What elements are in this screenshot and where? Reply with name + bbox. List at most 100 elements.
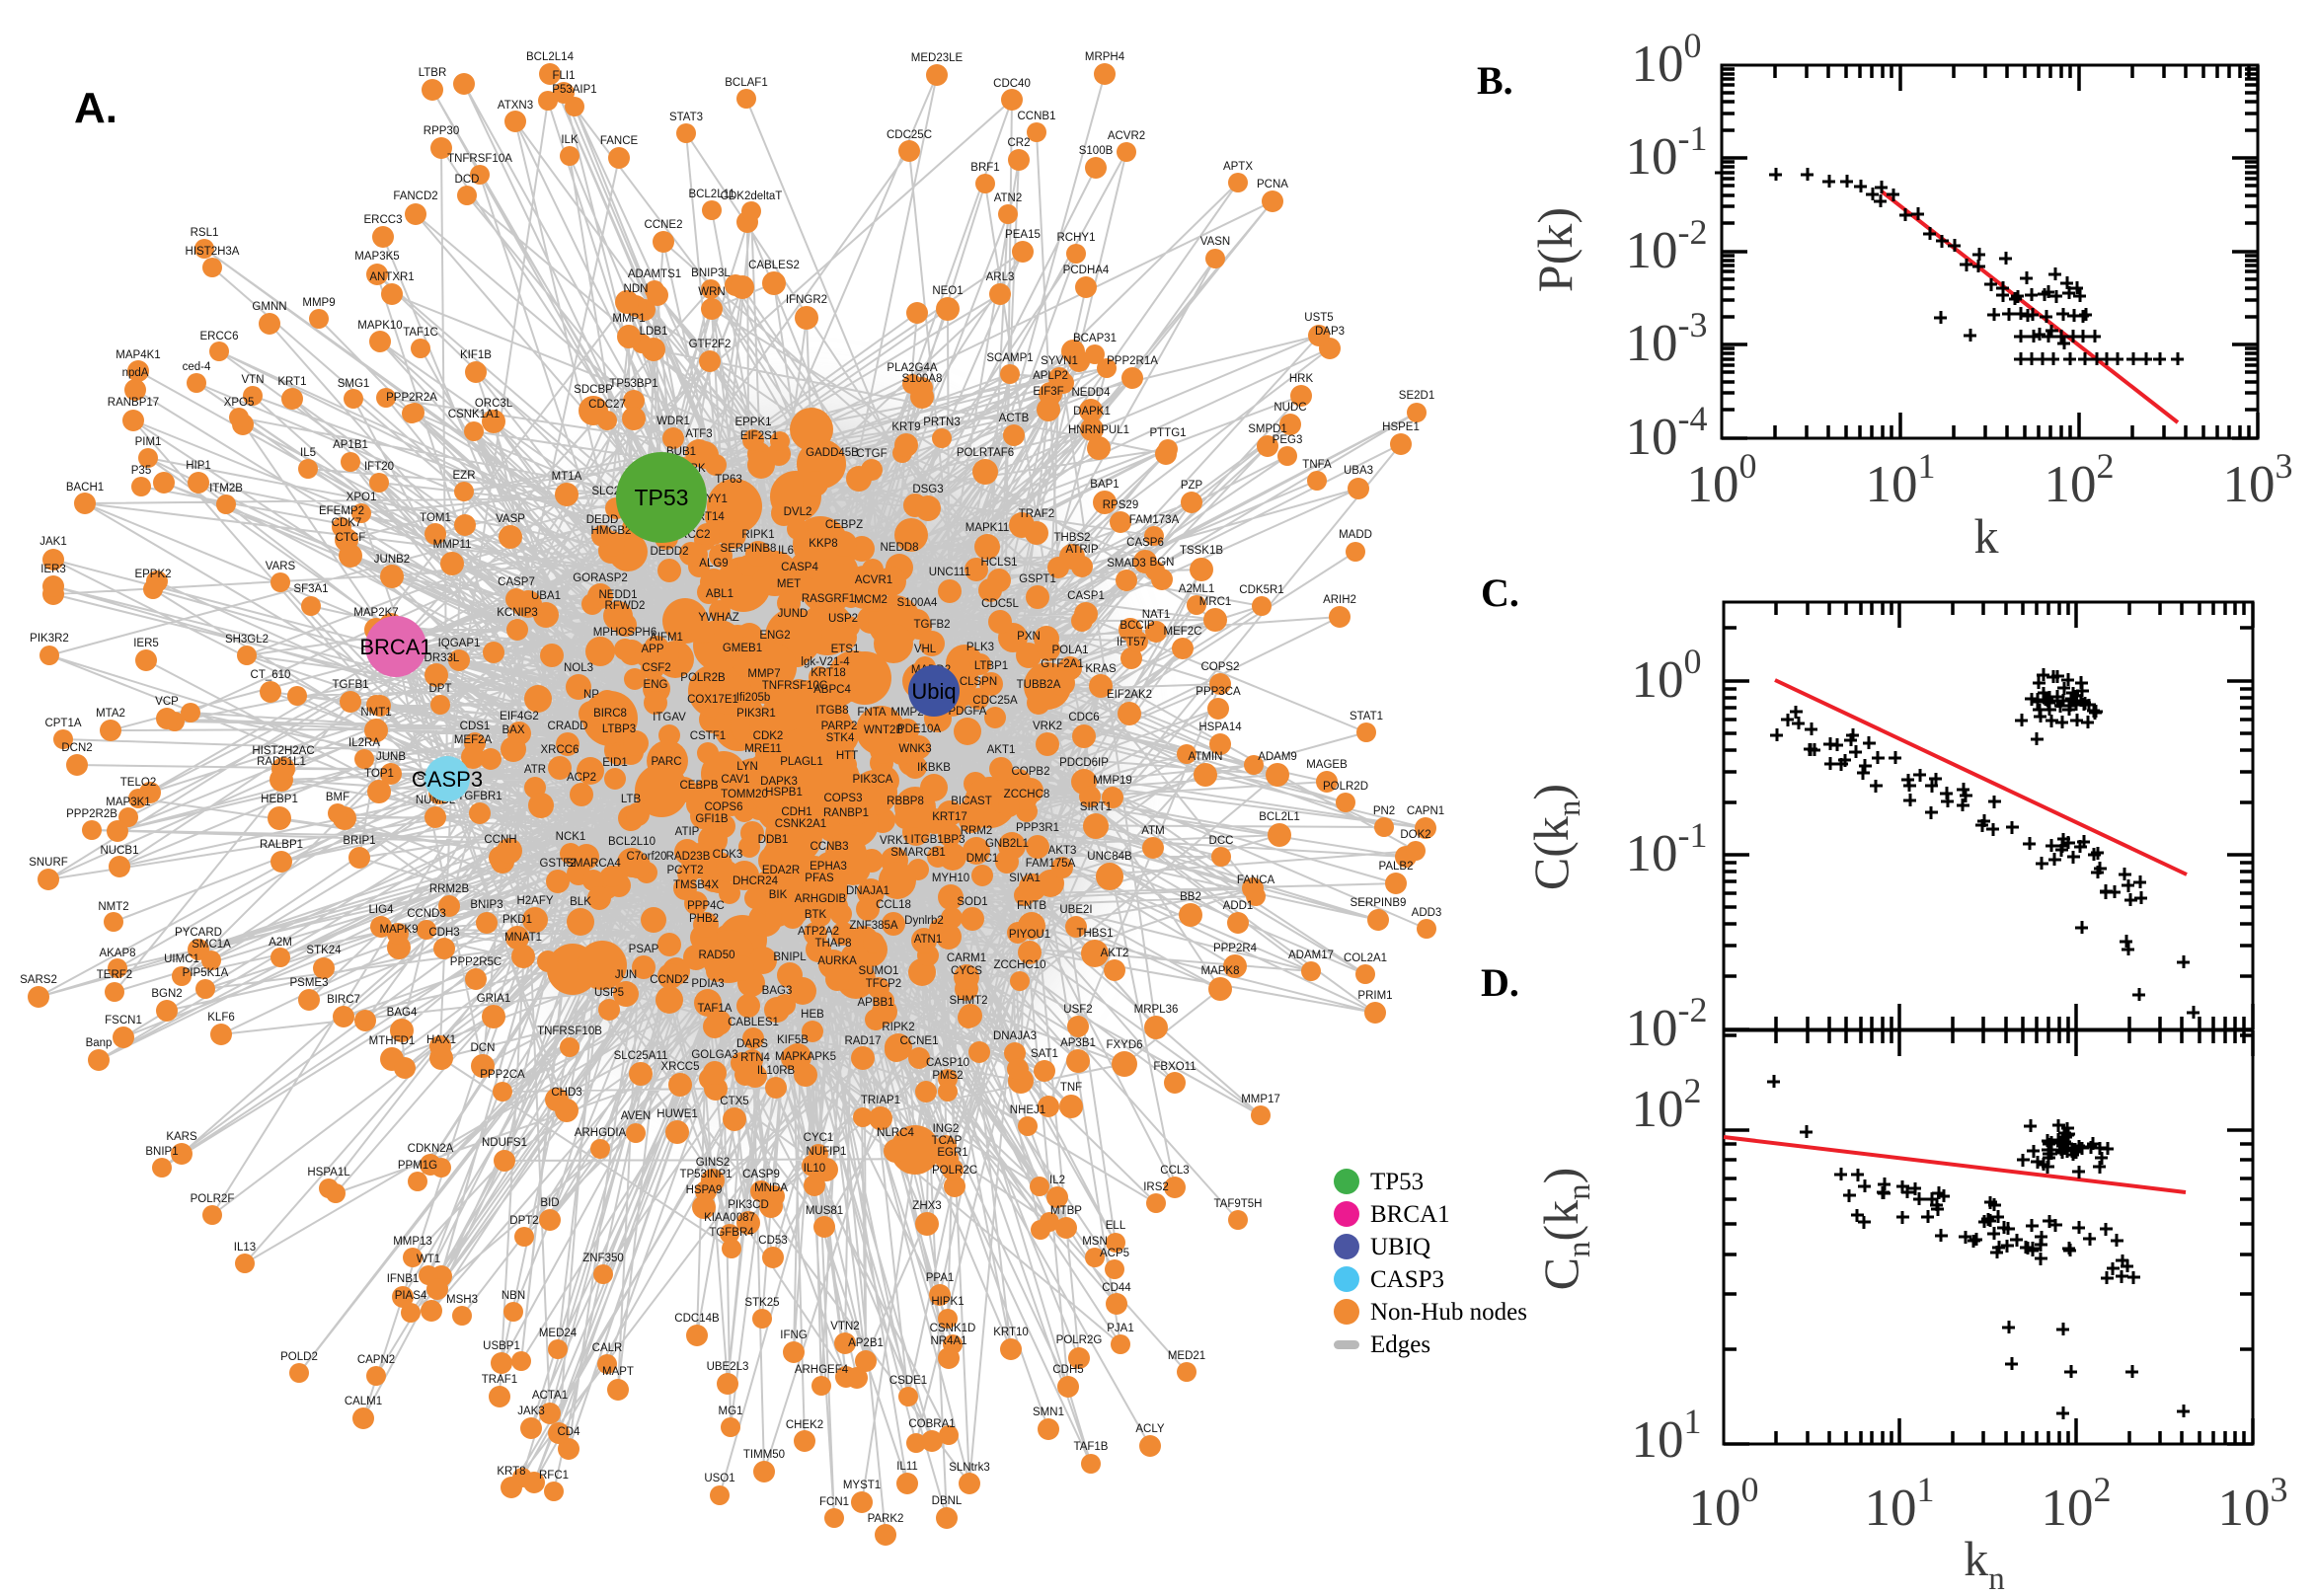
svg-text:MSN: MSN	[1082, 1236, 1108, 1248]
svg-text:COPB2: COPB2	[1012, 766, 1050, 778]
svg-text:TGFB2: TGFB2	[913, 619, 950, 631]
svg-text:LDB1: LDB1	[640, 326, 668, 338]
svg-text:KIF5B: KIF5B	[777, 1034, 809, 1046]
svg-text:THAP8: THAP8	[814, 938, 851, 950]
svg-text:MAPK11: MAPK11	[965, 522, 1010, 534]
svg-text:CDH1: CDH1	[781, 806, 811, 818]
svg-text:HUWE1: HUWE1	[656, 1108, 698, 1120]
svg-text:ATMIN: ATMIN	[1189, 751, 1223, 763]
svg-text:WT1: WT1	[417, 1254, 440, 1265]
svg-text:UNC111: UNC111	[929, 567, 970, 578]
svg-text:EFEMP2: EFEMP2	[319, 505, 364, 517]
svg-text:Dynlrb2: Dynlrb2	[904, 915, 944, 927]
svg-text:ING2: ING2	[933, 1123, 960, 1135]
svg-text:DNAJA1: DNAJA1	[846, 885, 889, 897]
svg-text:HAX1: HAX1	[426, 1034, 456, 1046]
svg-text:TIMM50: TIMM50	[743, 1449, 785, 1461]
svg-text:APLP2: APLP2	[1033, 370, 1068, 382]
svg-text:SMARCB1: SMARCB1	[890, 847, 946, 859]
svg-text:MEF2C: MEF2C	[1164, 626, 1202, 638]
svg-text:RSL1: RSL1	[191, 227, 219, 239]
svg-text:CDK2deltaT: CDK2deltaT	[721, 190, 783, 202]
svg-text:WDR1: WDR1	[656, 416, 690, 427]
svg-text:AVEN: AVEN	[621, 1110, 651, 1122]
svg-text:CDC25C: CDC25C	[887, 129, 932, 141]
svg-text:RALBP1: RALBP1	[260, 839, 303, 851]
svg-text:PARK2: PARK2	[868, 1513, 904, 1525]
svg-text:C(kn): C(kn)	[1523, 784, 1587, 890]
svg-text:FSCN1: FSCN1	[105, 1015, 142, 1026]
svg-text:VARS: VARS	[266, 561, 296, 572]
svg-text:100: 100	[1687, 446, 1757, 513]
svg-text:RFWD2: RFWD2	[605, 600, 646, 612]
svg-text:ITGAV: ITGAV	[653, 712, 686, 723]
svg-text:SERPINB9: SERPINB9	[1351, 897, 1407, 909]
svg-text:ACVR1: ACVR1	[855, 574, 892, 586]
svg-text:RBBP8: RBBP8	[887, 796, 924, 807]
svg-text:APBB1: APBB1	[857, 997, 893, 1009]
svg-text:VASP: VASP	[496, 513, 525, 525]
svg-text:CCNH: CCNH	[484, 834, 516, 846]
svg-text:MAGEB: MAGEB	[1306, 759, 1348, 771]
svg-text:CCND3: CCND3	[407, 908, 446, 920]
svg-text:MYH10: MYH10	[932, 873, 969, 884]
svg-text:DCN: DCN	[471, 1042, 496, 1054]
svg-text:RANBP17: RANBP17	[108, 397, 159, 409]
svg-text:DAPK3: DAPK3	[760, 776, 798, 788]
svg-text:BGN: BGN	[1150, 557, 1175, 569]
svg-text:ATP2A2: ATP2A2	[798, 926, 839, 938]
svg-text:MMP13: MMP13	[393, 1236, 432, 1248]
svg-text:PIAS4: PIAS4	[395, 1290, 427, 1302]
svg-text:NEDD8: NEDD8	[881, 542, 919, 554]
svg-text:LTBP3: LTBP3	[602, 723, 636, 735]
svg-text:CSDE1: CSDE1	[889, 1375, 927, 1387]
svg-text:HIST2H3A: HIST2H3A	[186, 246, 240, 258]
svg-text:CDC27: CDC27	[588, 399, 626, 411]
svg-text:PPM1G: PPM1G	[398, 1160, 437, 1172]
svg-text:MRC1: MRC1	[1199, 596, 1232, 608]
svg-text:YY1: YY1	[706, 494, 728, 505]
svg-text:CDH5: CDH5	[1052, 1364, 1083, 1376]
svg-text:ABPC4: ABPC4	[813, 684, 851, 696]
svg-text:COPS3: COPS3	[824, 793, 863, 804]
svg-text:BID: BID	[540, 1197, 559, 1209]
svg-text:UBIQ: UBIQ	[1370, 1234, 1430, 1260]
svg-text:PPP2CA: PPP2CA	[480, 1069, 525, 1081]
svg-text:MMP9: MMP9	[302, 297, 335, 309]
svg-text:TRAF2: TRAF2	[1019, 508, 1054, 520]
svg-text:AKT2: AKT2	[1101, 948, 1129, 959]
svg-text:MMP11: MMP11	[433, 539, 472, 551]
svg-text:IL2RA: IL2RA	[348, 737, 380, 749]
svg-text:ARL3: ARL3	[986, 271, 1015, 283]
svg-text:UBE2L3: UBE2L3	[707, 1361, 749, 1373]
svg-text:STK4: STK4	[826, 732, 855, 744]
svg-text:ABL1: ABL1	[706, 588, 733, 600]
svg-text:PIK3R2: PIK3R2	[30, 633, 69, 645]
svg-text:SARS2: SARS2	[20, 974, 57, 986]
svg-text:FAM175A: FAM175A	[1026, 858, 1076, 870]
svg-text:CAV1: CAV1	[721, 774, 749, 786]
svg-text:PPP4C: PPP4C	[687, 900, 725, 912]
svg-text:CDC5L: CDC5L	[981, 598, 1019, 610]
svg-text:BNIP3: BNIP3	[470, 899, 502, 911]
svg-text:PZP: PZP	[1181, 480, 1203, 492]
svg-text:ADAM17: ADAM17	[1288, 950, 1334, 961]
svg-text:Banp: Banp	[86, 1037, 113, 1049]
svg-text:STK24: STK24	[306, 945, 342, 956]
svg-text:MRPH4: MRPH4	[1085, 51, 1125, 63]
svg-text:FLI1: FLI1	[552, 70, 575, 82]
svg-text:SMAD3: SMAD3	[1107, 558, 1146, 570]
svg-text:TNFRSF10B: TNFRSF10B	[537, 1026, 602, 1037]
svg-text:VRK1: VRK1	[880, 835, 909, 847]
svg-text:DVL2: DVL2	[784, 506, 812, 518]
svg-text:MSH3: MSH3	[446, 1294, 478, 1306]
svg-text:ZCCHC10: ZCCHC10	[993, 959, 1045, 971]
svg-text:BCL2L1: BCL2L1	[1259, 811, 1300, 823]
svg-text:PSAP: PSAP	[629, 944, 659, 955]
svg-text:PPP2R2A: PPP2R2A	[386, 392, 437, 404]
svg-text:KARS: KARS	[166, 1131, 197, 1143]
svg-text:CTGF: CTGF	[856, 448, 887, 460]
svg-text:CDC6: CDC6	[1068, 712, 1099, 723]
svg-text:STAT1: STAT1	[1350, 711, 1383, 722]
svg-text:TNFA: TNFA	[1302, 459, 1332, 471]
